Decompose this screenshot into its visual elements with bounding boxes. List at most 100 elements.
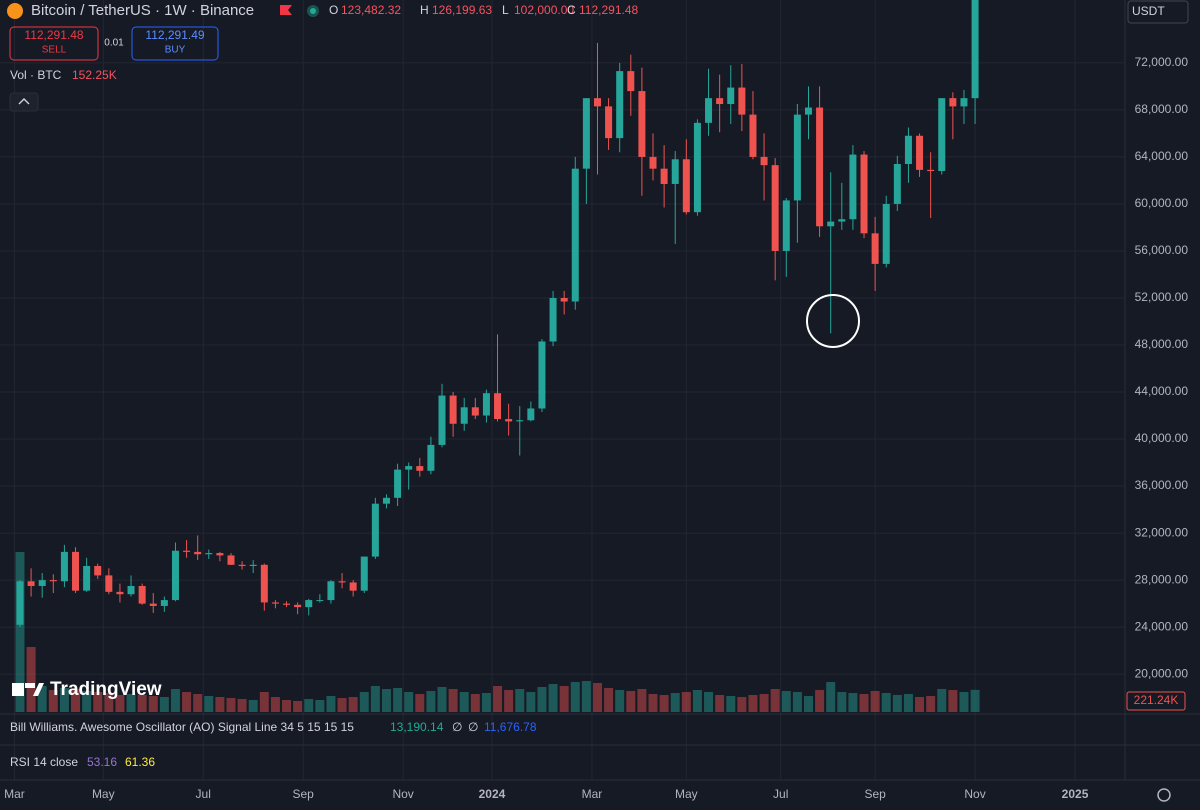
volume-bar <box>37 686 47 712</box>
watermark-text: TradingView <box>50 679 162 700</box>
candle-body <box>194 551 202 555</box>
y-tick-label: 56,000.00 <box>1135 243 1189 257</box>
y-tick-label: 24,000.00 <box>1135 619 1189 633</box>
candle-body <box>227 555 235 565</box>
volume-bar <box>915 697 925 712</box>
volume-bar <box>892 695 902 712</box>
indicator-value: ∅ <box>452 720 462 734</box>
collapse-button[interactable] <box>9 92 39 112</box>
volume-bar <box>748 695 758 712</box>
volume-bar <box>670 693 680 712</box>
candle-body <box>516 420 524 422</box>
volume-bar <box>193 694 203 712</box>
volume-bar <box>359 692 369 712</box>
candle-body <box>649 156 657 169</box>
volume-bar <box>182 692 192 712</box>
candle-body <box>693 122 701 213</box>
candle-body <box>127 585 135 595</box>
volume-bar <box>826 682 836 712</box>
volume-bar <box>282 700 292 712</box>
candle-body <box>116 591 124 595</box>
y-tick-label: 68,000.00 <box>1135 102 1189 116</box>
settings-icon[interactable] <box>1157 788 1171 802</box>
volume-bar <box>48 690 58 712</box>
candle-body <box>349 582 357 591</box>
volume-bar <box>26 647 36 712</box>
symbol[interactable]: Bitcoin / TetherUS · 1W · Binance <box>31 2 254 19</box>
indicator-name: Bill Williams. Awesome Oscillator (AO) S… <box>10 720 354 734</box>
candle-body <box>849 154 857 220</box>
candle-body <box>593 98 601 107</box>
volume-bar <box>426 691 436 712</box>
candle-body <box>27 581 35 586</box>
spread: 0.01 <box>104 38 124 49</box>
sell-button[interactable] <box>9 26 99 61</box>
ohlc-key: H <box>420 3 429 17</box>
candle-body <box>816 107 824 227</box>
y-tick-label: 20,000.00 <box>1135 666 1189 680</box>
candle-body <box>183 550 191 552</box>
flag-icon[interactable] <box>280 5 292 15</box>
y-tick-label: 28,000.00 <box>1135 572 1189 586</box>
volume-bar <box>815 690 825 712</box>
volume-bar <box>93 692 103 712</box>
volume-bar <box>704 692 714 712</box>
x-tick-label: Mar <box>582 787 603 801</box>
volume-bar <box>71 689 81 712</box>
y-tick-label: 44,000.00 <box>1135 384 1189 398</box>
candle-body <box>449 395 457 424</box>
candle-body <box>72 551 80 591</box>
volume-bar <box>859 694 869 712</box>
y-tick-label: 48,000.00 <box>1135 337 1189 351</box>
volume-bar <box>626 691 636 712</box>
x-tick-label: 2024 <box>479 787 506 801</box>
ohlc-value: 102,000.00 <box>514 3 574 17</box>
candle-body <box>16 581 24 625</box>
candle-body <box>971 0 979 99</box>
volume-bar <box>681 692 691 712</box>
volume-bar <box>648 694 658 712</box>
x-tick-label: Jul <box>773 787 788 801</box>
volume-legend-value: 152.25K <box>72 68 117 82</box>
y-tick-label: 36,000.00 <box>1135 478 1189 492</box>
x-tick-label: Nov <box>392 787 413 801</box>
candle-body <box>94 565 102 576</box>
ohlc-value: 112,291.48 <box>579 3 638 17</box>
volume-bar <box>837 692 847 712</box>
sell-label: SELL <box>42 45 67 56</box>
candle-body <box>904 135 912 164</box>
volume-bar <box>781 691 791 712</box>
candle-body <box>338 581 346 583</box>
candle-body <box>360 556 368 591</box>
status-dot <box>310 8 316 14</box>
indicator-value: 13,190.14 <box>390 720 444 734</box>
volume-bar <box>881 693 891 712</box>
candle-body <box>205 553 213 555</box>
candle-body <box>771 165 779 251</box>
candle-body <box>882 203 890 264</box>
candle-body <box>394 469 402 498</box>
candle-body <box>460 407 468 424</box>
currency-box[interactable] <box>1127 0 1189 24</box>
candle-body <box>549 297 557 342</box>
candle-body <box>660 168 668 184</box>
candle-body <box>938 98 946 172</box>
candle-body <box>283 603 291 605</box>
candle-body <box>960 98 968 107</box>
volume-bar <box>470 694 480 712</box>
candle-body <box>49 580 57 582</box>
candle-body <box>382 497 390 504</box>
watermark: TradingView <box>12 679 162 700</box>
volume-bar <box>170 689 180 712</box>
candle-body <box>804 107 812 115</box>
candle-body <box>482 393 490 416</box>
candle-body <box>616 71 624 139</box>
buy-button[interactable] <box>131 26 219 61</box>
ohlc-key: C <box>567 3 576 17</box>
volume-bar <box>326 696 336 712</box>
volume-bar <box>370 686 380 712</box>
volume-bar <box>948 690 958 712</box>
candle-body <box>638 91 646 157</box>
indicator-value: 53.16 <box>87 755 117 769</box>
